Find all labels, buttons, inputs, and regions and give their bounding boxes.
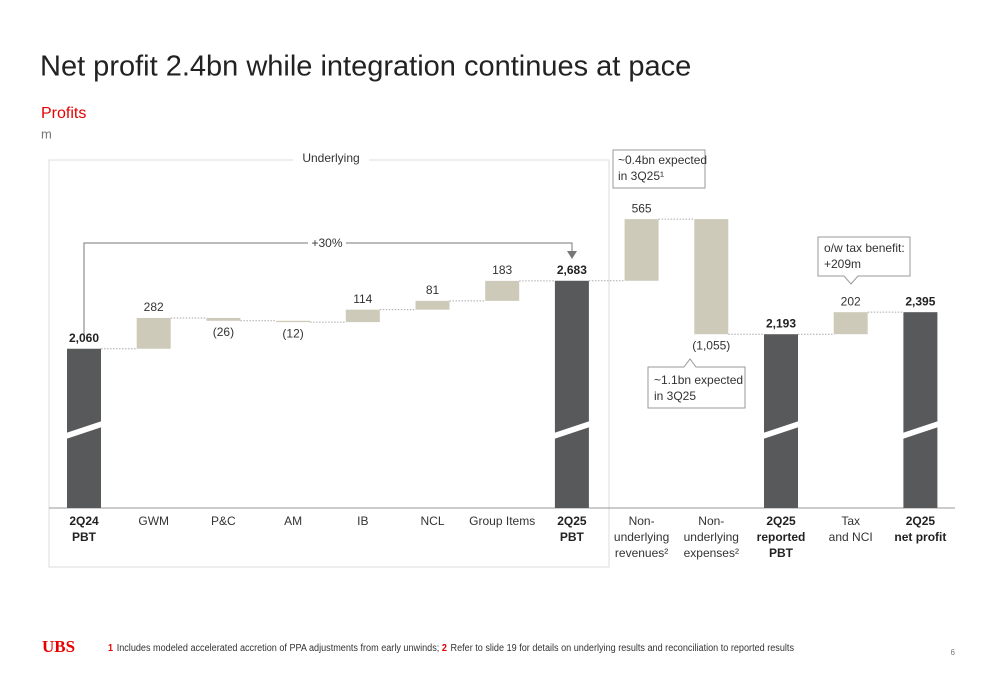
delta-bar (136, 317, 171, 349)
logo: UBS (42, 637, 75, 656)
x-tick-label: PBT (769, 546, 794, 560)
unit-label: m (41, 126, 52, 141)
callout-text: in 3Q25 (654, 389, 696, 403)
delta-bar (276, 320, 311, 323)
value-label: 202 (841, 294, 861, 308)
x-tick-label: underlying (684, 530, 739, 544)
axis-break (902, 421, 939, 439)
x-tick-label: reported (757, 530, 806, 544)
x-tick-label: AM (284, 514, 302, 528)
value-label: 81 (426, 283, 440, 297)
delta-bar (415, 300, 450, 310)
footnote-text: Includes modeled accelerated accretion o… (117, 643, 440, 654)
value-label: (26) (213, 325, 234, 339)
axis-break (66, 421, 102, 439)
value-label: 183 (492, 263, 512, 277)
x-tick-label: Tax (841, 514, 860, 528)
delta-bar (206, 317, 241, 321)
x-tick-label: Non- (698, 514, 724, 528)
underlying-label: Underlying (302, 151, 359, 165)
callout-text: +209m (824, 257, 861, 271)
callout-box (647, 358, 746, 409)
footnote-number: 1 (108, 643, 113, 654)
growth-label: +30% (311, 236, 342, 250)
value-label: 2,395 (905, 294, 935, 308)
value-label: 2,193 (766, 316, 796, 330)
x-tick-label: PBT (560, 530, 585, 544)
x-tick-label: PBT (72, 530, 97, 544)
x-tick-label: 2Q25 (557, 514, 587, 528)
x-tick-label: net profit (894, 530, 946, 544)
callout-text: o/w tax benefit: (824, 241, 905, 255)
value-label: 2,060 (69, 331, 99, 345)
delta-bar (485, 280, 520, 301)
x-tick-label: IB (357, 514, 368, 528)
delta-bar (833, 312, 868, 335)
chart-title: Profits (41, 105, 86, 122)
arrow-head (567, 251, 577, 259)
value-label: (1,055) (692, 338, 730, 352)
x-tick-label: Non- (629, 514, 655, 528)
label-bg (293, 152, 369, 168)
total-bar (554, 280, 589, 508)
callout-box (817, 236, 911, 285)
slide-title: Net profit 2.4bn while integration conti… (40, 51, 691, 83)
value-label: 114 (353, 292, 372, 306)
label-bg (308, 236, 346, 250)
page-number: 6 (951, 648, 956, 657)
x-tick-label: expenses² (684, 546, 739, 560)
axis-break (763, 421, 799, 439)
callout-text: ~1.1bn expected (654, 373, 743, 387)
x-tick-label: 2Q25 (906, 514, 936, 528)
value-label: (12) (282, 326, 303, 340)
footnote-text: Refer to slide 19 for details on underly… (451, 643, 794, 654)
delta-bar (624, 219, 659, 281)
total-bar (764, 334, 798, 508)
footnotes: 1 Includes modeled accelerated accretion … (108, 643, 794, 654)
value-label: 282 (144, 300, 164, 314)
total-bar (903, 312, 938, 508)
callout-box (612, 149, 706, 189)
delta-bar (345, 309, 380, 323)
callout-text: ~0.4bn expected (618, 153, 707, 167)
x-tick-label: Group Items (469, 514, 535, 528)
x-tick-label: NCL (420, 514, 444, 528)
x-tick-label: 2Q25 (766, 514, 796, 528)
x-tick-label: underlying (614, 530, 669, 544)
plot: 2,060 2Q24 PBT 282 GWM (26) P&C (12) AM 114 IB 81 NC… (66, 201, 946, 560)
x-tick-label: GWM (138, 514, 169, 528)
axis-break (553, 421, 590, 439)
callout-text: in 3Q25¹ (618, 169, 664, 183)
value-label: 565 (632, 201, 652, 215)
value-label: 2,683 (557, 263, 587, 277)
underlying-box (48, 159, 610, 568)
x-tick-label: 2Q24 (69, 514, 99, 528)
delta-bar (694, 219, 729, 335)
x-tick-label: and NCI (829, 530, 873, 544)
footnote-number: 2 (442, 643, 447, 654)
x-tick-label: revenues² (615, 546, 668, 560)
x-tick-label: P&C (211, 514, 236, 528)
